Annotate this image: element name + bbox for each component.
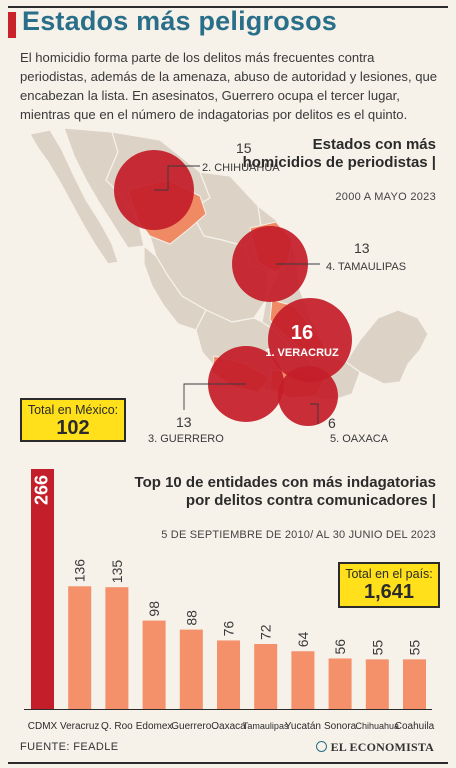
oaxaca-label: 5. OAXACA [330,433,389,445]
bar-guerrero [179,629,203,709]
bar-yucatn [291,651,315,709]
country-total-box: Total en el país: 1,641 [338,562,440,608]
tamaulipas-value: 13 [354,240,370,256]
top-rule [8,6,448,8]
title-accent [8,12,16,38]
bubble-veracruz [268,298,352,382]
oaxaca-value: 6 [328,415,336,431]
bubble-tamaulipas [232,226,308,302]
bar-chihuahua [365,659,389,709]
country-total-value: 1,641 [363,581,415,603]
bar-category-label: Chihuahua [356,721,400,731]
bar-value-label: 136 [72,559,88,583]
bar-cdmx [31,469,54,709]
bar-sonora [328,658,352,709]
chihuahua-value: 15 [236,140,252,156]
bar-value-label: 135 [109,560,125,584]
bar-value-label: 56 [332,639,348,655]
bar-value-label: 64 [295,631,311,647]
bar-category-label: Veracruz [60,721,99,732]
mexico-total-label: Total en México: [27,403,119,417]
tamaulipas-label: 4. TAMAULIPAS [326,261,406,273]
bar-category-label: Oaxaca [211,721,246,732]
veracruz-label: 1. VERACRUZ [265,347,339,359]
guerrero-label: 3. GUERRERO [148,433,224,445]
map-title: Estados con más homicidios de periodista… [242,136,436,171]
chihuahua-label: 2. CHIHUAHUA [202,162,280,174]
bar-value-label: 55 [407,640,423,656]
leader-lines [154,165,320,424]
brand-name: EL ECONOMISTA [330,740,434,754]
guerrero-value: 13 [176,414,192,430]
bar-category-label: Edomex [136,721,173,732]
bottom-rule [8,762,448,764]
bar-veracruz [68,586,92,709]
bar-value-label: 98 [146,601,162,617]
bar-category-label: Coahuila [395,721,435,732]
bar-category-label: Sonora [324,721,357,732]
bar-value-label: 88 [183,610,199,626]
brand-logo: EL ECONOMISTA [315,740,434,755]
bar-value-label: 76 [221,621,237,637]
bar-category-label: CDMX [28,721,58,732]
bar-value-label: 72 [258,624,274,640]
bar-category-label: Guerrero [171,721,211,732]
map-subtitle: 2000 A MAYO 2023 [335,191,436,203]
source-note: FUENTE: FEADLE [20,741,119,753]
bar-value-label: 266 [32,475,52,505]
bar-edomex [142,620,166,709]
brand-icon [315,741,327,752]
bar-qroo [105,587,129,709]
bar-tamaulipas [254,644,278,709]
mexico-total-value: 102 [56,417,90,439]
mexico-total-box: Total en México: 102 [20,398,126,442]
bubble-oaxaca [278,366,338,426]
bar-category-label: Q. Roo [101,721,133,732]
bar-value-label: 55 [369,640,385,656]
country-total-label: Total en el país: [345,567,433,581]
bars-subtitle: 5 DE SEPTIEMBRE DE 2010/ AL 30 JUNIO DEL… [161,529,436,541]
bar-category-label: Yucatán [285,721,321,732]
bar-oaxaca [217,640,240,709]
intro-paragraph: El homicidio forma parte de los delitos … [20,50,438,122]
veracruz-value: 16 [291,322,313,344]
bar-coahuila [403,659,426,709]
bar-category-label: Tamaulipas [243,721,289,731]
bars-title: Top 10 de entidades con más indagatorias… [134,474,436,509]
map-bubbles [114,150,352,426]
page-title: Estados más peligrosos [22,6,338,36]
